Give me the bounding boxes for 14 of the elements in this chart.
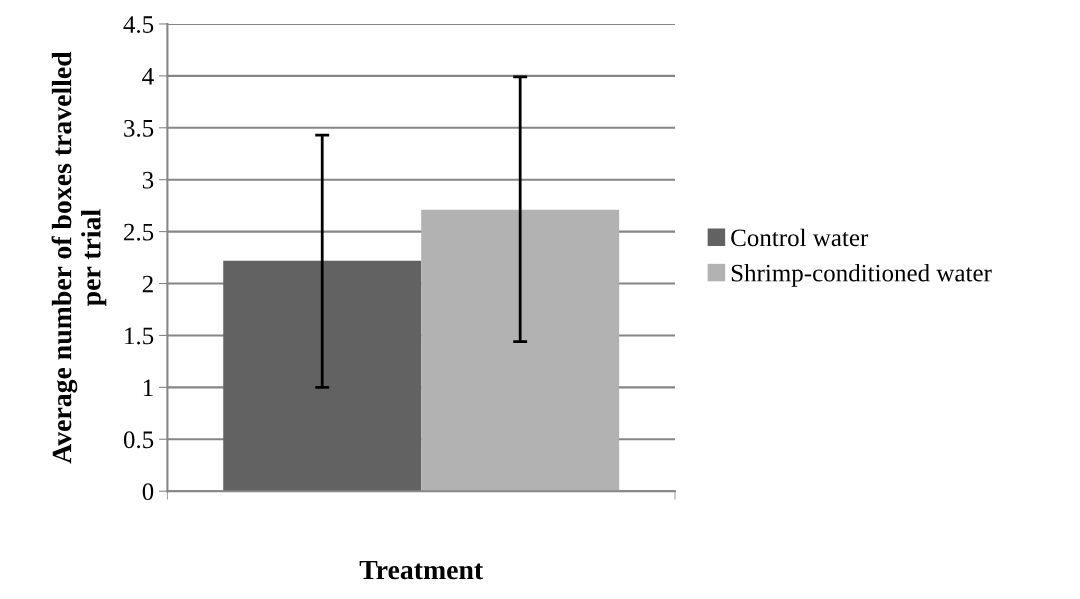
y-tick-label: 3 (142, 171, 154, 189)
y-axis-title: Average number of boxes travelled per trial (51, 51, 107, 464)
y-tick-label: 1.5 (125, 327, 154, 345)
x-axis-title: Treatment (359, 560, 484, 580)
y-tick-label: 0 (142, 483, 154, 501)
y-tick-label: 4.5 (123, 16, 154, 33)
legend-label: Control water (731, 228, 869, 247)
y-tick-label: 2.5 (124, 223, 154, 241)
y-tick-label: 4 (142, 68, 154, 85)
y-tick-label: 1 (143, 379, 153, 397)
y-tick-label: 2 (142, 275, 153, 293)
y-tick-label: 3.5 (124, 119, 154, 137)
legend-label: Shrimp-conditioned water (731, 263, 992, 287)
y-tick-label: 0.5 (123, 431, 154, 449)
